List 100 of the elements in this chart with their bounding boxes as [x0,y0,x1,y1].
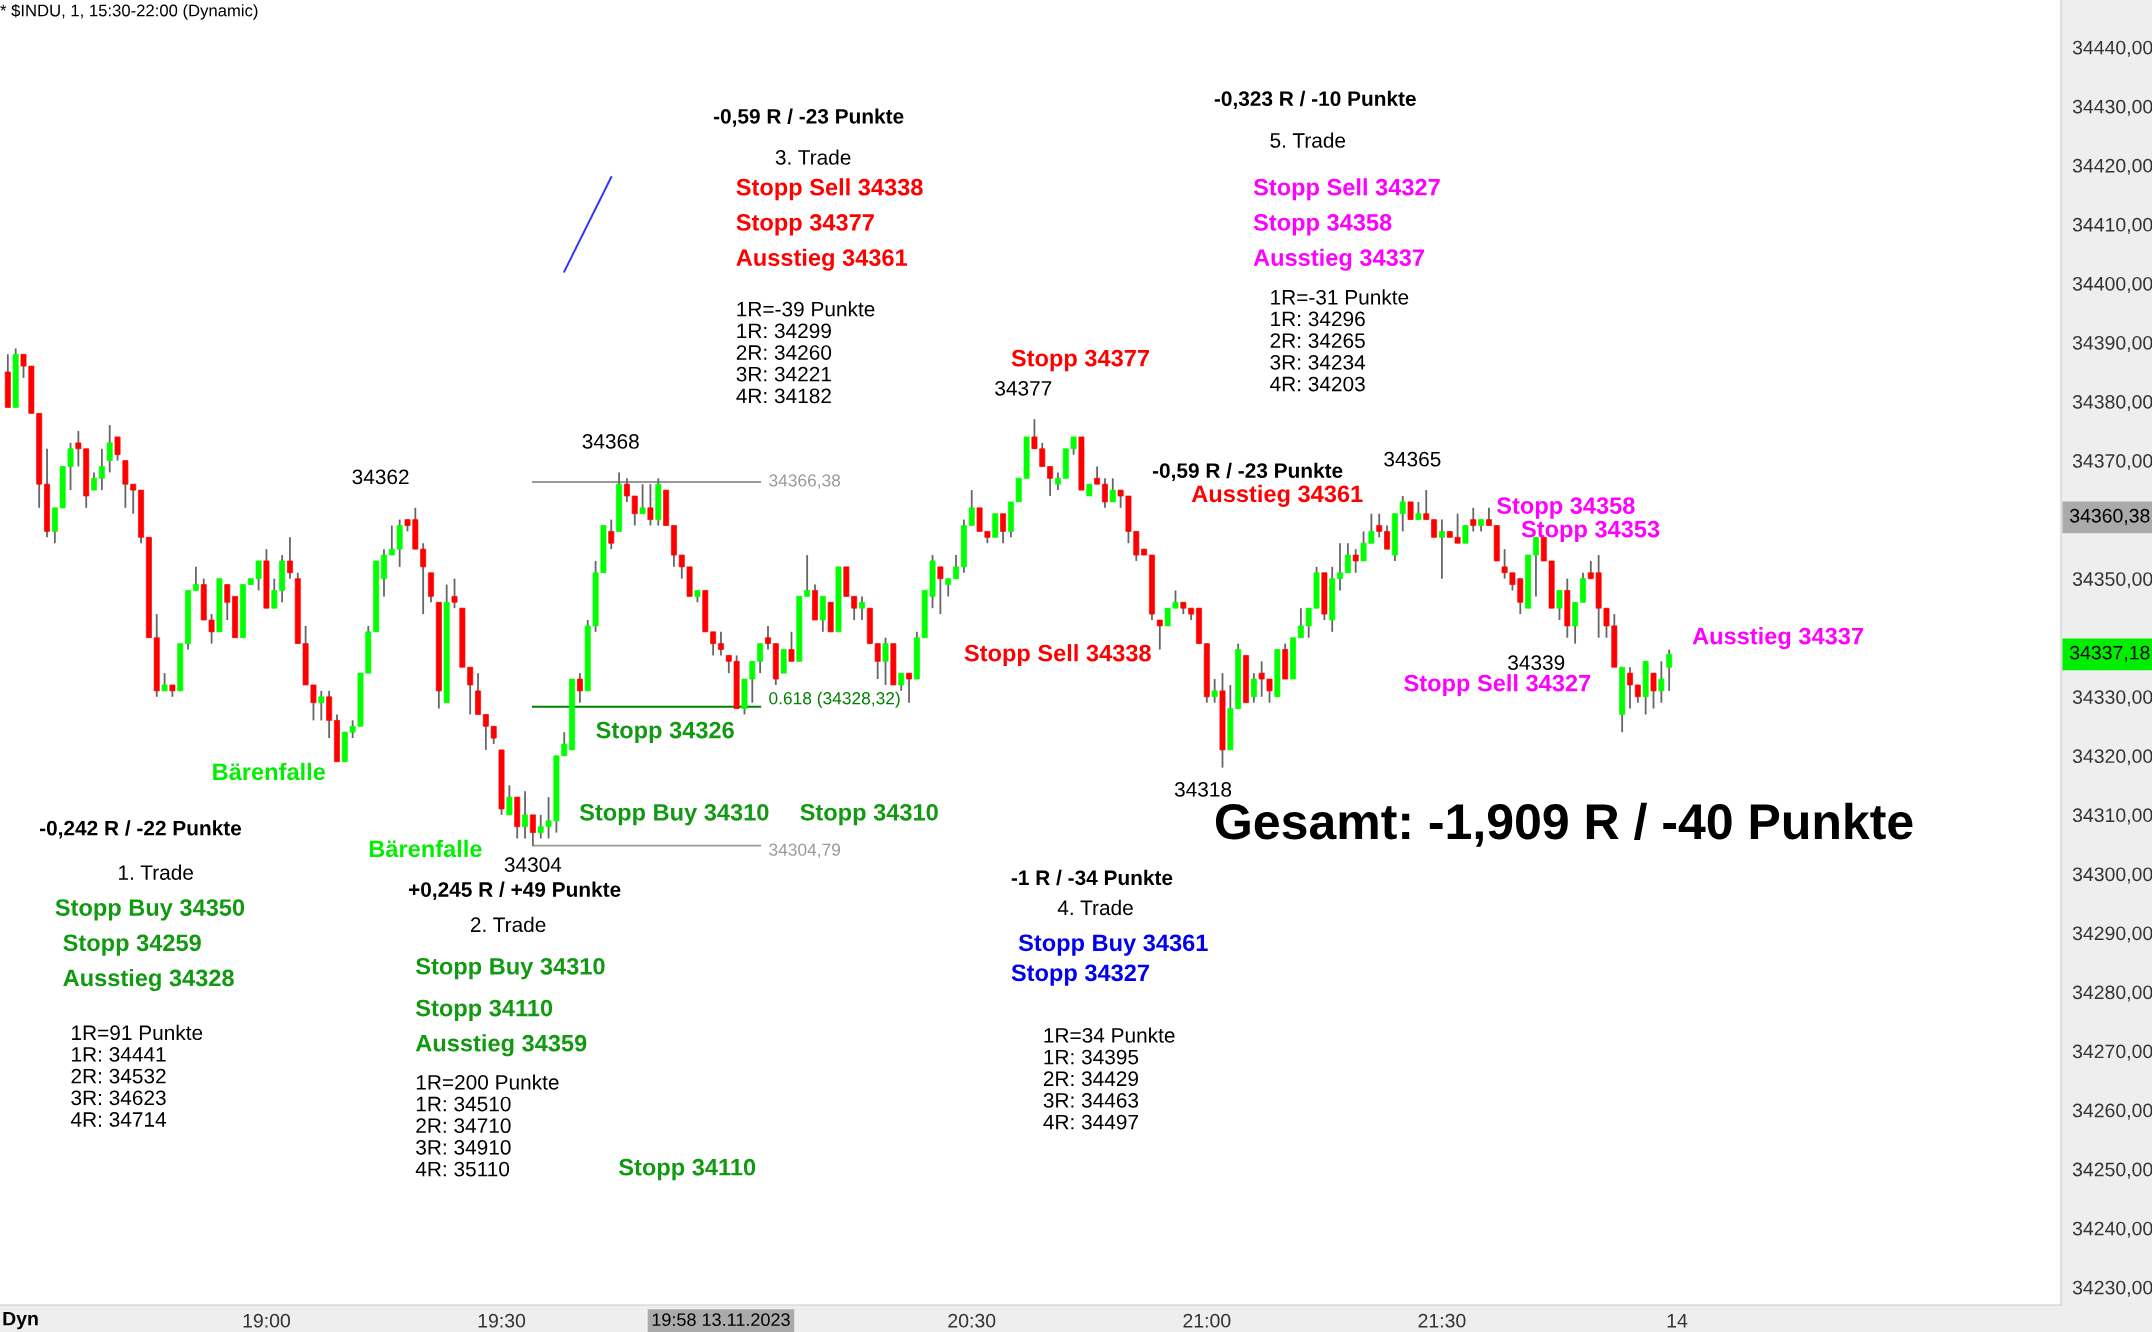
annotation: -0,242 R / -22 Punkte [39,820,242,839]
annotation: Stopp Sell 34327 [1404,674,1591,697]
candlestick [1102,477,1108,509]
y-tick-label: 34430,00 [2072,99,2152,116]
annotation: 1R=34 Punkte 1R: 34395 2R: 34429 3R: 34463 4R: 34497 [1043,1027,1175,1130]
annotation: 1. Trade [119,864,193,880]
x-tick-label: 14 [1667,1314,1688,1328]
annotation: -0,323 R / -10 Punkte [1214,90,1416,110]
candlestick [608,518,615,551]
annotation: Stopp 34377 [1011,349,1149,372]
candlestick [647,483,654,527]
y-tick-label: 34350,00 [2072,572,2152,589]
candlestick [428,571,434,604]
candlestick [788,630,795,663]
annotation: 1R=-39 Punkte 1R: 34299 2R: 34260 3R: 34221 4R: 34182 [736,301,875,404]
annotation: Ausstieg 34359 [415,1034,587,1057]
annotation: Ausstieg 34361 [1191,484,1363,507]
annotation: 34365 [1384,451,1441,467]
candlestick [475,672,481,716]
y-tick-label: 34390,00 [2072,335,2152,353]
annotation: Bärenfalle [369,839,482,858]
annotation: 34304 [504,857,562,873]
annotation: Gesamt: -1,909 R / -40 Punkte [1215,802,1913,847]
candlestick [1344,542,1351,574]
candlestick [819,595,826,633]
text: 19:58 13.11.2023 [652,1313,790,1327]
candlestick [576,672,583,704]
y-tick-label: 34300,00 [2072,867,2152,884]
x-tick-label: 21:30 [1418,1313,1466,1328]
candlestick [1650,672,1657,710]
annotation: 34377 [995,380,1052,396]
annotation: Stopp Sell 34327 [1253,178,1440,201]
y-tick-label: 34310,00 [2072,808,2152,825]
candlestick [937,565,944,616]
annotation: Stopp 34377 [736,214,874,236]
annotation: Stopp 34358 [1253,214,1392,236]
candlestick [326,689,333,740]
candlestick [1470,506,1477,533]
y-tick-label: 34400,00 [2072,276,2152,293]
y-tick-label: 34280,00 [2072,985,2152,1002]
candlestick [1352,548,1359,574]
annotation: Stopp Sell 34338 [964,644,1151,667]
y-tick-label: 34380,00 [2072,394,2152,412]
candlestick [1627,666,1633,710]
annotation: Stopp 34326 [596,721,734,744]
candlestick [1556,589,1563,621]
y-tick-label: 34410,00 [2072,217,2152,234]
annotation: Ausstieg 34361 [736,248,908,271]
annotation: -1 R / -34 Punkte [1011,869,1173,886]
candlestick [1250,672,1257,704]
y-tick-label: 34240,00 [2072,1221,2152,1238]
text: 34337,18 [2069,645,2150,662]
candlestick [859,595,865,621]
candlestick [882,636,889,686]
candlestick [1156,619,1163,651]
candlestick [106,424,113,474]
y-tick-label: 34250,00 [2072,1162,2152,1179]
annotation: Ausstieg 34337 [1692,627,1863,650]
chart-title: * $INDU, 1, 15:30-22:00 (Dynamic) [0,3,258,20]
annotation: Stopp 34327 [1011,964,1149,986]
candlestick [780,648,787,675]
x-tick-label: 20:30 [948,1313,996,1328]
y-tick-label: 34420,00 [2072,158,2152,175]
y-tick-label: 34270,00 [2072,1044,2152,1061]
candlestick [1666,648,1673,692]
annotation: Stopp Buy 34310 [579,803,769,826]
candlestick [1211,678,1218,704]
annotation: 34339 [1508,655,1565,671]
annotation: 1R=91 Punkte 1R: 34441 2R: 34532 3R: 34623 4R: 34714 [70,1024,203,1127]
candlestick [318,689,325,722]
x-tick-label: 21:00 [1183,1313,1231,1328]
candlestick [1572,601,1579,645]
annotation: 34318 [1174,782,1232,797]
annotation: 34304,79 [769,843,841,858]
candlestick [631,495,638,527]
annotation: 1R=-31 Punkte 1R: 34296 2R: 34265 3R: 34234 4R: 34203 [1270,289,1409,392]
annotation: Ausstieg 34337 [1253,248,1424,271]
annotation: Stopp Sell 34338 [736,178,923,201]
candlestick [381,548,387,598]
candlestick [98,447,105,492]
candlestick [623,477,630,503]
text: 34360,38 [2069,508,2150,525]
annotation: 0.618 (34328,32) [769,691,900,708]
candlestick [906,672,912,704]
y-tick-label: 34440,00 [2072,40,2152,57]
y-tick-label: 34370,00 [2072,454,2152,471]
candlestick [1109,477,1116,503]
text: Dyn [3,1311,38,1330]
candlestick [506,784,513,816]
annotation: 2. Trade [470,916,546,933]
candlestick [765,625,771,651]
annotation: -0,59 R / -23 Punkte [1152,462,1343,482]
candlestick [287,536,293,580]
candlestick [1337,542,1343,592]
annotation: +0,245 R / +49 Punkte [408,881,621,900]
annotation: 34362 [352,469,409,485]
candlestick [1384,524,1390,551]
candlestick [224,583,231,621]
candlestick [1438,518,1445,580]
y-tick-label: 34290,00 [2072,926,2152,943]
